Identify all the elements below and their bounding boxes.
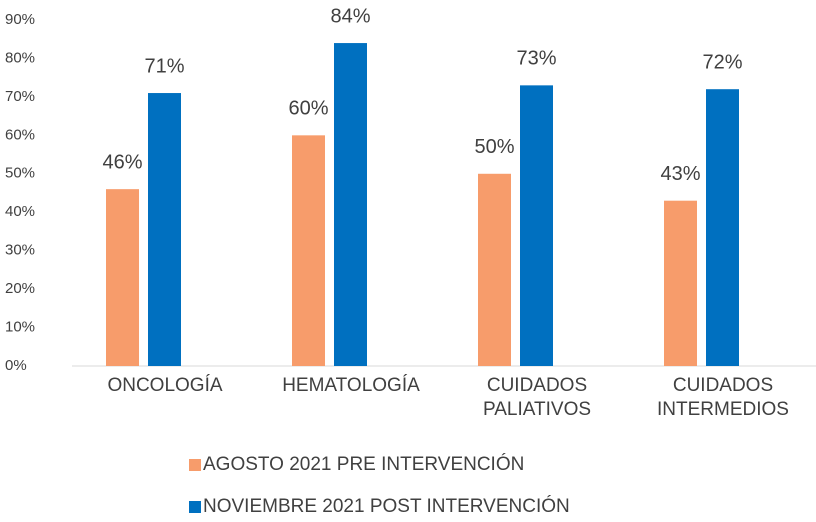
bar (478, 173, 511, 366)
data-label: 72% (702, 51, 742, 73)
legend-swatch (189, 501, 201, 513)
data-label: 71% (144, 55, 184, 77)
x-tick-label-box: ONCOLOGÍA (107, 375, 223, 396)
bar (706, 89, 739, 366)
y-tick-label: 60% (5, 126, 35, 143)
x-tick-label: ONCOLOGÍA (107, 375, 223, 396)
y-tick-label: 40% (5, 203, 35, 220)
data-label: 43% (660, 163, 700, 185)
y-tick-label: 80% (5, 49, 35, 66)
bar (292, 135, 325, 366)
bar (520, 85, 553, 366)
x-tick-label-box: CUIDADOS PALIATIVOS (482, 375, 592, 420)
data-label: 60% (288, 98, 328, 120)
legend-swatch (189, 459, 201, 471)
legend-label: AGOSTO 2021 PRE INTERVENCIÓN (203, 453, 524, 475)
data-label: 84% (330, 5, 370, 27)
bar (334, 43, 367, 367)
bar (148, 93, 181, 367)
data-label: 46% (102, 151, 142, 173)
x-tick-label: CUIDADOS PALIATIVOS (482, 375, 592, 420)
x-tick-label-box: CUIDADOS INTERMEDIOS (657, 375, 789, 420)
legend-label: NOVIEMBRE 2021 POST INTERVENCIÓN (203, 495, 570, 517)
data-label: 73% (516, 48, 556, 70)
x-tick-label: CUIDADOS INTERMEDIOS (657, 375, 789, 420)
y-tick-label: 30% (5, 242, 35, 259)
bar (106, 189, 139, 366)
y-tick-label: 70% (5, 88, 35, 105)
y-tick-label: 10% (5, 319, 35, 336)
y-tick-label: 20% (5, 280, 35, 297)
data-label: 50% (474, 136, 514, 158)
y-tick-label: 90% (5, 11, 35, 28)
y-tick-label: 50% (5, 165, 35, 182)
y-tick-label: 0% (5, 357, 27, 374)
bar (664, 200, 697, 366)
x-tick-label-box: HEMATOLOGÍA (282, 375, 420, 396)
x-tick-label: HEMATOLOGÍA (282, 375, 420, 396)
